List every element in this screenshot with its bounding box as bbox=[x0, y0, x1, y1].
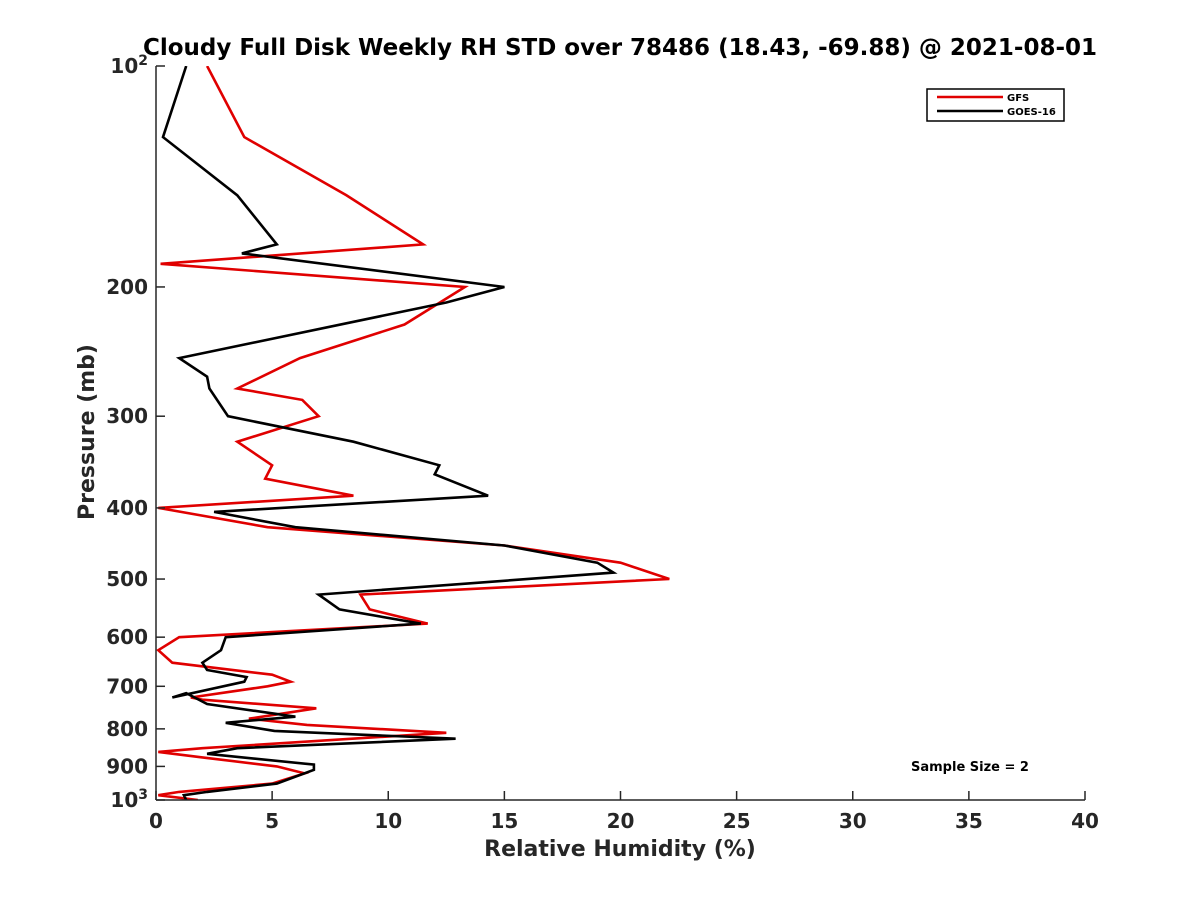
chart-title: Cloudy Full Disk Weekly RH STD over 7848… bbox=[143, 35, 1097, 61]
y-tick-label-500: 500 bbox=[106, 567, 148, 591]
y-axis-title: Pressure (mb) bbox=[75, 344, 100, 520]
series-line-goes-16 bbox=[161, 66, 618, 800]
legend-label-gfs: GFS bbox=[1007, 93, 1029, 104]
x-tick-label-15: 15 bbox=[490, 809, 518, 833]
y-tick-label-1000: 103 bbox=[110, 787, 148, 812]
x-tick-label-0: 0 bbox=[149, 809, 163, 833]
y-tick-label-600: 600 bbox=[106, 625, 148, 649]
sample-size-annotation: Sample Size = 2 bbox=[911, 760, 1029, 775]
x-tick-label-40: 40 bbox=[1071, 809, 1099, 833]
y-tick-label-900: 900 bbox=[106, 754, 148, 778]
x-tick-label-10: 10 bbox=[374, 809, 402, 833]
y-tick-label-800: 800 bbox=[106, 717, 148, 741]
x-tick-label-30: 30 bbox=[839, 809, 867, 833]
x-tick-label-20: 20 bbox=[607, 809, 635, 833]
series-line-gfs bbox=[156, 66, 670, 800]
y-tick-label-300: 300 bbox=[106, 404, 148, 428]
y-tick-label-100: 102 bbox=[110, 53, 148, 78]
x-tick-label-5: 5 bbox=[265, 809, 279, 833]
legend-box bbox=[926, 88, 1065, 122]
legend-label-goes-16: GOES-16 bbox=[1007, 107, 1056, 118]
y-tick-label-700: 700 bbox=[106, 674, 148, 698]
plot-area bbox=[156, 66, 670, 800]
axes: 0 5 10 15 20 25 30 35 40 102 200 300 400 500 600 700 800… bbox=[106, 53, 1099, 833]
legend: GFS GOES-16 bbox=[926, 88, 1065, 122]
x-tick-label-35: 35 bbox=[955, 809, 983, 833]
y-tick-label-200: 200 bbox=[106, 275, 148, 299]
x-tick-label-25: 25 bbox=[723, 809, 751, 833]
y-tick-label-400: 400 bbox=[106, 496, 148, 520]
x-axis-title: Relative Humidity (%) bbox=[484, 837, 756, 862]
